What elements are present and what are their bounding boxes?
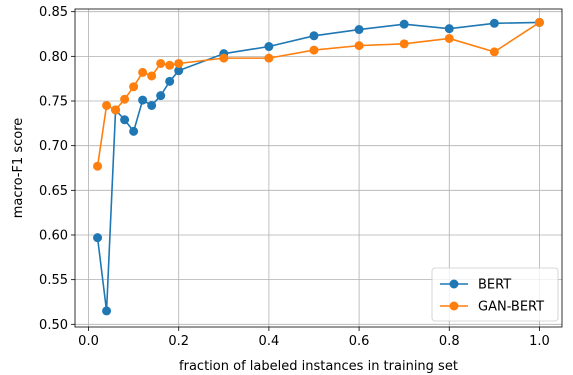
data-point-gan-bert <box>156 58 166 68</box>
y-tick-label: 0.85 <box>39 5 68 20</box>
x-tick-label: 0.6 <box>349 334 370 349</box>
legend-marker-bert <box>449 279 459 289</box>
x-axis-label: fraction of labeled instances in trainin… <box>179 359 458 374</box>
data-point-bert <box>444 24 454 34</box>
plot-frame <box>74 8 563 328</box>
x-tick-label: 0.4 <box>259 334 280 349</box>
data-point-bert <box>156 91 166 101</box>
data-point-gan-bert <box>489 47 499 57</box>
data-point-gan-bert <box>219 53 229 63</box>
data-point-bert <box>354 25 364 35</box>
y-tick-label: 0.75 <box>39 95 68 110</box>
data-point-gan-bert <box>264 53 274 63</box>
data-point-gan-bert <box>309 45 319 55</box>
x-axis: 0.0 0.2 0.4 0.6 0.8 1.0 <box>78 327 550 349</box>
y-tick-label: 0.65 <box>39 184 68 199</box>
y-axis-label: macro-F1 score <box>11 118 26 219</box>
legend-marker-gan-bert <box>449 301 459 311</box>
y-tick-label: 0.80 <box>39 50 68 65</box>
data-point-gan-bert <box>354 41 364 51</box>
x-tick-label: 0.0 <box>78 334 99 349</box>
data-point-gan-bert <box>111 105 121 115</box>
data-point-gan-bert <box>534 17 544 27</box>
x-tick-label: 0.2 <box>168 334 189 349</box>
legend-label-bert: BERT <box>478 278 511 293</box>
data-point-gan-bert <box>444 33 454 43</box>
data-point-gan-bert <box>399 39 409 49</box>
legend-box <box>431 267 559 322</box>
series-gan-bert <box>93 17 544 171</box>
data-point-gan-bert <box>120 94 130 104</box>
y-tick-label: 0.60 <box>39 228 68 243</box>
data-point-bert <box>102 306 112 316</box>
y-tick-label: 0.70 <box>39 139 68 154</box>
data-point-bert <box>138 95 148 105</box>
y-tick-label: 0.50 <box>39 318 68 333</box>
data-point-bert <box>399 19 409 29</box>
data-point-gan-bert <box>138 67 148 77</box>
data-point-bert <box>309 31 319 41</box>
data-point-gan-bert <box>147 71 157 81</box>
data-point-bert <box>129 126 139 136</box>
legend-label-gan-bert: GAN-BERT <box>478 300 544 315</box>
x-tick-label: 0.8 <box>439 334 460 349</box>
data-point-gan-bert <box>129 82 139 92</box>
data-point-bert <box>93 233 103 243</box>
data-point-gan-bert <box>174 58 184 68</box>
y-axis: 0.50 0.55 0.60 0.65 0.70 0.75 0.80 0.85 <box>39 5 75 333</box>
data-point-bert <box>165 76 175 86</box>
data-point-bert <box>174 66 184 76</box>
series-layer <box>93 17 544 316</box>
legend: BERT GAN-BERT <box>431 267 559 322</box>
data-point-gan-bert <box>165 60 175 70</box>
data-point-bert <box>147 100 157 110</box>
data-point-gan-bert <box>102 100 112 110</box>
data-point-bert <box>264 42 274 52</box>
data-point-gan-bert <box>93 161 103 171</box>
data-point-bert <box>489 18 499 28</box>
data-point-bert <box>120 115 130 125</box>
y-tick-label: 0.55 <box>39 273 68 288</box>
x-tick-label: 1.0 <box>529 334 550 349</box>
